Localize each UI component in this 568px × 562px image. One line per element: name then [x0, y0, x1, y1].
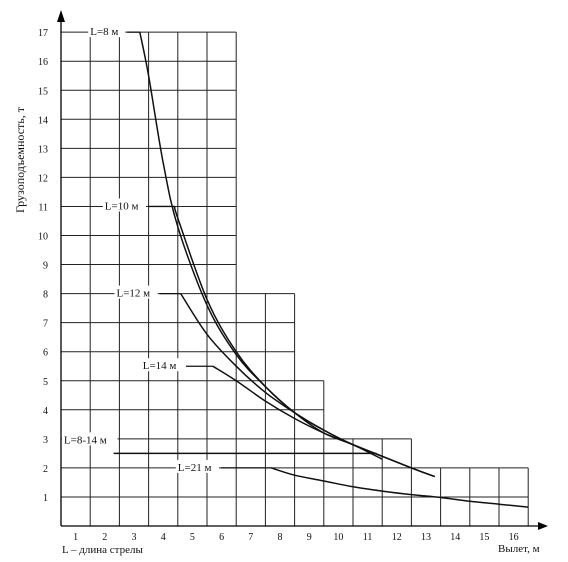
y-tick-label: 14 [38, 115, 48, 126]
y-tick-label: 11 [38, 202, 48, 213]
x-tick-label: 13 [421, 532, 431, 543]
tick-labels: 1 2 3 4 5 6 7 8 9 10 11 12 13 14 15 1612345678910111213… [38, 28, 519, 543]
series-label-background [114, 285, 158, 299]
series-label: L=12 м [116, 288, 150, 300]
x-tick-label: 16 [509, 532, 519, 543]
x-tick-label: 14 [450, 532, 460, 543]
x-tick-label: 2 [102, 532, 107, 543]
footnote-text: L – длина стрелы [62, 544, 143, 556]
load-curve-line [180, 293, 436, 478]
series-label-background [140, 358, 184, 372]
y-tick-label: 1 [43, 493, 48, 504]
y-tick-label: 12 [38, 173, 48, 184]
y-tick-label: 15 [38, 86, 48, 97]
x-tick-label: 11 [363, 532, 373, 543]
y-tick-label: 13 [38, 144, 48, 155]
series-label: L=14 м [143, 360, 177, 372]
load-curve-line [212, 365, 436, 478]
series-label: L=21 м [178, 462, 212, 474]
series-label-background [61, 432, 118, 446]
x-axis-arrow [538, 522, 548, 530]
series-label-background [175, 459, 219, 473]
x-tick-label: 7 [248, 532, 253, 543]
y-axis-label: Грузоподъемность, т [13, 106, 27, 213]
x-axis-label: Вылет, м [498, 543, 540, 555]
series-label: L=8 м [90, 26, 118, 38]
x-tick-label: 8 [278, 532, 283, 543]
load-curve-line [270, 467, 529, 508]
axes [57, 10, 548, 530]
y-tick-label: 3 [43, 435, 48, 446]
x-tick-label: 3 [132, 532, 137, 543]
x-tick-label: 15 [479, 532, 489, 543]
x-tick-label: 4 [161, 532, 166, 543]
series-label: L=8-14 м [64, 434, 107, 446]
y-tick-label: 17 [38, 28, 48, 39]
x-tick-label: 9 [307, 532, 312, 543]
y-tick-label: 5 [43, 377, 48, 388]
y-tick-label: 10 [38, 232, 48, 243]
y-tick-label: 7 [43, 319, 48, 330]
y-tick-label: 9 [43, 261, 48, 272]
y-tick-label: 2 [43, 464, 48, 475]
y-tick-label: 16 [38, 57, 48, 68]
y-tick-label: 8 [43, 290, 48, 301]
grid [60, 31, 529, 526]
series-label-background [88, 24, 126, 38]
x-tick-label: 5 [190, 532, 195, 543]
x-tick-label: 12 [392, 532, 402, 543]
x-tick-label: 1 [73, 532, 78, 543]
load-curves [113, 31, 529, 508]
series-labels: L=8 м L=10 м L=12 м L=14 м L=8-14 м L=21 м [61, 24, 272, 474]
load-curve-line [139, 31, 383, 460]
y-axis-arrow [57, 10, 65, 22]
x-tick-label: 10 [333, 532, 343, 543]
series-label: L=10 м [105, 200, 139, 212]
y-tick-label: 4 [43, 406, 48, 417]
x-tick-label: 6 [219, 532, 224, 543]
y-tick-label: 6 [43, 348, 48, 359]
series-label-background [102, 198, 146, 212]
